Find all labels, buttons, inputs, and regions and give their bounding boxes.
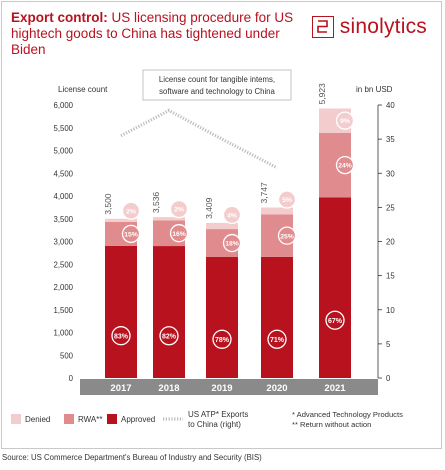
denied-share-bubble (222, 205, 242, 225)
legend-label-approved: Approved (121, 415, 155, 424)
bar-total-label: 3,747 (259, 182, 269, 204)
approved-share-label: 83% (114, 333, 129, 340)
y-tick-right: 10 (386, 306, 395, 315)
approved-share-bubble (159, 326, 179, 346)
x-tick-label: 2020 (266, 383, 287, 394)
chart-svg: License count in bn USD License count for … (11, 69, 403, 429)
approved-share-label: 82% (162, 333, 177, 340)
y-tick-left: 3,000 (53, 238, 73, 247)
title-rest: US licensing procedure for US hightech g… (11, 10, 294, 57)
y-tick-left: 0 (69, 374, 74, 383)
y-tick-left: 1,000 (53, 329, 73, 338)
legend-label-atp-1: US ATP* Exports (188, 410, 248, 419)
rwa-share-bubble (277, 226, 297, 245)
bar-total-label: 3,409 (204, 197, 214, 219)
rwa-share-bubble (222, 233, 242, 253)
rwa-share-label: 24% (338, 163, 352, 170)
denied-share-bubble (335, 111, 355, 130)
y-axis-left-label: License count (58, 85, 108, 94)
approved-share-bubble (325, 310, 345, 330)
legend-label-denied: Denied (25, 415, 50, 424)
bar-total-label: 3,536 (151, 192, 161, 214)
approved-share-bubble (267, 329, 287, 349)
approved-share-label: 71% (270, 337, 285, 344)
bar-approved (319, 197, 351, 378)
denied-share-bubble (169, 199, 189, 219)
bar-approved (206, 257, 238, 378)
bar-denied (105, 218, 137, 222)
denied-share-label: 4% (227, 212, 237, 219)
legend-label-rwa: RWA** (78, 415, 102, 424)
approved-share-bubble (212, 329, 232, 349)
y-tick-right: 0 (386, 374, 391, 383)
y-tick-right: 25 (386, 203, 395, 212)
bar-approved (261, 256, 293, 378)
y-tick-right: 30 (386, 169, 395, 178)
title-lead: Export control: (11, 10, 108, 25)
y-tick-left: 4,500 (53, 169, 73, 178)
logo-mark-icon (311, 16, 334, 38)
legend-swatch-approved (107, 414, 117, 424)
footnote-rwa: ** Return without action (292, 420, 371, 429)
x-tick-label: 2018 (158, 383, 179, 394)
denied-share-label: 2% (174, 207, 184, 214)
rwa-share-label: 16% (172, 231, 186, 238)
approved-share-label: 67% (328, 318, 343, 325)
y-tick-right: 5 (386, 340, 391, 349)
x-tick-label: 2019 (211, 383, 232, 394)
y-tick-right: 40 (386, 101, 395, 110)
y-tick-left: 1,500 (53, 306, 73, 315)
legend-swatch-rwa (64, 414, 74, 424)
y-tick-left: 2,500 (53, 260, 73, 269)
bar-denied (153, 217, 185, 221)
denied-share-bubble (121, 201, 141, 220)
y-tick-left: 3,500 (53, 215, 73, 224)
denied-share-label: 2% (126, 208, 136, 215)
denied-share-label: 5% (282, 197, 292, 204)
y-axis-right-label: in bn USD (356, 85, 393, 94)
x-tick-label: 2017 (110, 383, 131, 394)
annotation-box (142, 69, 292, 101)
x-tick-label: 2021 (324, 383, 346, 394)
approved-share-bubble (111, 326, 131, 346)
approved-share-label: 78% (215, 337, 230, 344)
legend-label-atp-2: to China (right) (188, 420, 241, 429)
rwa-share-bubble (169, 224, 189, 243)
rwa-share-bubble (121, 224, 141, 244)
denied-share-bubble (277, 190, 297, 209)
y-tick-left: 5,000 (53, 147, 73, 156)
annotation-line-1: License count for tangible intems, (159, 75, 275, 84)
annotation-line-2: software and technology to China (159, 87, 275, 96)
rwa-share-label: 15% (124, 231, 138, 238)
bar-denied (206, 222, 238, 230)
y-tick-left: 6,000 (53, 101, 73, 110)
rwa-share-label: 25% (280, 233, 294, 240)
bar-approved (153, 246, 185, 378)
y-tick-right: 15 (386, 272, 395, 281)
denied-share-label: 9% (340, 118, 350, 125)
x-axis-band (80, 379, 378, 395)
legend-swatch-denied (11, 414, 21, 424)
chart-title: Export control: US licensing procedure f… (11, 10, 311, 58)
source-note: Source: US Commerce Department's Bureau … (2, 453, 262, 462)
y-tick-right: 35 (386, 135, 395, 144)
bar-total-label: 5,923 (317, 83, 327, 105)
y-tick-left: 5,500 (53, 124, 73, 133)
footnote-atp: * Advanced Technology Products (292, 410, 403, 419)
y-tick-left: 2,000 (53, 283, 73, 292)
atp-exports-line (120, 108, 278, 170)
y-tick-right: 20 (386, 238, 395, 247)
y-tick-left: 4,000 (53, 192, 73, 201)
brand-name: sinolytics (339, 15, 427, 38)
y-tick-left: 500 (60, 351, 74, 360)
rwa-share-bubble (335, 155, 355, 175)
brand-logo: sinolytics (311, 12, 427, 42)
rwa-share-label: 18% (225, 241, 239, 248)
bar-total-label: 3,500 (103, 193, 113, 215)
bar-denied (261, 207, 293, 215)
bar-approved (105, 245, 137, 378)
